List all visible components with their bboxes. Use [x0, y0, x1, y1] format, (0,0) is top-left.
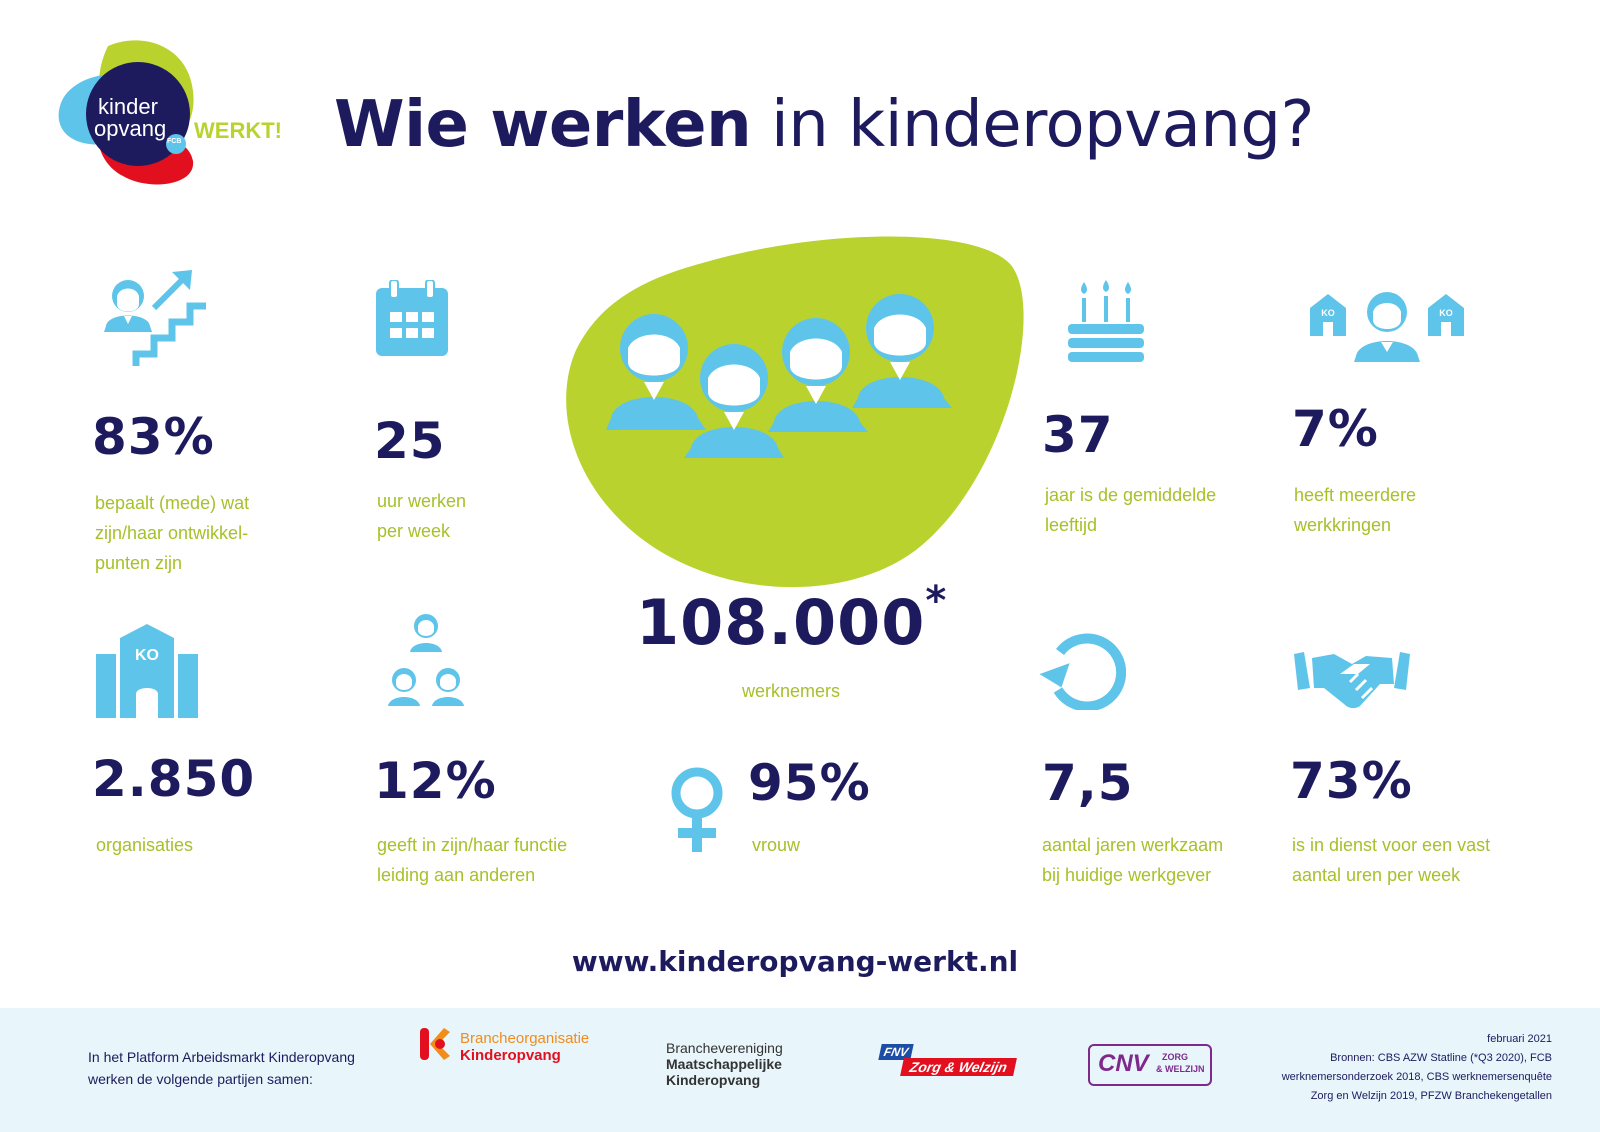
building-sign: KO	[135, 647, 159, 664]
stat-label-line: is in dienst voor een vast	[1292, 835, 1491, 855]
source-line: februari 2021	[1487, 1033, 1552, 1045]
stat-value-2850: 2.850	[92, 750, 256, 808]
footnote-asterisk: *	[925, 578, 948, 625]
page-title-bold: Wie werken	[334, 88, 752, 162]
stat-label-line: vrouw	[752, 835, 801, 855]
stat-label-line: heeft meerdere	[1294, 485, 1417, 505]
stat-label-line: geeft in zijn/haar functie	[377, 835, 568, 855]
calendar-icon	[376, 280, 448, 356]
handshake-icon	[1294, 648, 1410, 712]
page-title: Wie werken in kinderopvang?	[334, 88, 1314, 162]
stat-label-25: uur werken per week	[377, 486, 466, 546]
partner-bmk-line2: Maatschappelijke	[666, 1056, 782, 1072]
group-of-people-icon	[566, 236, 1024, 588]
stat-label-line: zijn/haar ontwikkel-	[95, 523, 249, 543]
logo-badge: FCB	[167, 138, 182, 145]
footer-sources: februari 2021 Bronnen: CBS AZW Statline …	[1282, 1030, 1552, 1106]
website-link[interactable]: www.kinderopvang-werkt.nl	[571, 945, 1019, 978]
circular-arrow-icon	[1038, 630, 1126, 710]
logo: kinder opvang FCB WERKT!	[48, 36, 282, 196]
stat-label-37: jaar is de gemiddelde leeftijd	[1045, 480, 1216, 540]
hierarchy-people-icon	[386, 612, 466, 712]
partner-bmk-line1: Branchevereniging	[666, 1040, 783, 1056]
footer	[0, 1008, 1600, 1132]
stat-label-line: aantal jaren werkzaam	[1042, 835, 1224, 855]
career-stairs-icon	[104, 266, 210, 370]
partner-cnv-zorg-welzijn[interactable]: CNV ZORG & WELZIJN	[1088, 1044, 1212, 1086]
footer-intro-line: werken de volgende partijen samen:	[88, 1071, 313, 1087]
partner-bk-line2: Kinderopvang	[460, 1047, 561, 1064]
stat-label-73: is in dienst voor een vast aantal uren p…	[1292, 830, 1490, 890]
logo-shapes	[58, 40, 194, 185]
partner-bmk[interactable]: Branchevereniging Maatschappelijke Kinde…	[666, 1040, 816, 1094]
stat-label-line: punten zijn	[95, 553, 183, 573]
stat-label-83: bepaalt (mede) wat zijn/haar ontwikkel- …	[95, 488, 249, 578]
stat-value-12: 12%	[374, 752, 497, 810]
stat-label-line: leiding aan anderen	[377, 865, 536, 885]
stat-label-7: heeft meerdere werkkringen	[1294, 480, 1416, 540]
building-sign-left: KO	[1321, 308, 1335, 318]
stat-label-line: bepaalt (mede) wat	[95, 493, 250, 513]
stat-label-12: geeft in zijn/haar functie leiding aan a…	[377, 830, 567, 890]
cnv-line2: & WELZIJN	[1156, 1064, 1205, 1074]
stat-value-83: 83%	[92, 408, 215, 466]
building-sign-right: KO	[1439, 308, 1453, 318]
stat-label-line: bij huidige werkgever	[1042, 865, 1212, 885]
stat-label-95: vrouw	[752, 830, 800, 860]
stat-label-line: organisaties	[96, 835, 194, 855]
female-symbol-icon	[668, 766, 726, 856]
footer-intro-line: In het Platform Arbeidsmarkt Kinderopvan…	[88, 1049, 355, 1065]
stat-label-line: jaar is de gemiddelde	[1045, 485, 1217, 505]
k-logo-icon	[420, 1028, 450, 1060]
person-between-buildings-icon: KO KO	[1310, 288, 1464, 362]
center-blob	[556, 230, 1036, 600]
stat-value-25: 25	[374, 412, 446, 470]
stat-value-7-5: 7,5	[1042, 754, 1134, 812]
partner-fnv-zorg-welzijn[interactable]: FNV Zorg & Welzijn	[878, 1044, 1020, 1084]
logo-text-line2: opvang	[94, 116, 167, 141]
source-line: Zorg en Welzijn 2019, PFZW Branchekenget…	[1310, 1090, 1552, 1102]
footer-intro: In het Platform Arbeidsmarkt Kinderopvan…	[88, 1046, 355, 1090]
stat-label-7-5: aantal jaren werkzaam bij huidige werkge…	[1042, 830, 1223, 890]
logo-tag: WERKT!	[194, 118, 282, 143]
fnv-text: Zorg & Welzijn	[900, 1058, 1017, 1076]
total-employees-number: 108.000	[636, 586, 926, 659]
stat-label-2850: organisaties	[96, 830, 193, 860]
stat-value-73: 73%	[1290, 752, 1413, 810]
source-line: Bronnen: CBS AZW Statline (*Q3 2020), FC…	[1330, 1052, 1552, 1064]
total-employees-value: 108.000*	[636, 578, 947, 659]
birthday-cake-icon	[1066, 280, 1146, 364]
stat-label-line: per week	[377, 521, 451, 541]
logo-text-line1: kinder	[98, 94, 158, 119]
page-title-rest: in kinderopvang?	[751, 88, 1315, 162]
stat-label-line: werkkringen	[1294, 515, 1392, 535]
partner-brancheorganisatie-kinderopvang[interactable]: Brancheorganisatie Kinderopvang	[416, 1022, 616, 1066]
ko-building-icon: KO	[96, 624, 198, 718]
stat-value-95: 95%	[748, 754, 871, 812]
partner-bmk-line3: Kinderopvang	[666, 1072, 761, 1088]
stat-label-line: leeftijd	[1045, 515, 1098, 535]
total-employees-label: werknemers	[742, 681, 841, 701]
stat-value-37: 37	[1042, 406, 1114, 464]
source-line: werknemersonderzoek 2018, CBS werknemers…	[1281, 1071, 1552, 1083]
cnv-mark: CNV	[1098, 1050, 1149, 1077]
stat-label-line: uur werken	[377, 491, 467, 511]
stat-value-7: 7%	[1292, 400, 1379, 458]
partner-bk-line1: Brancheorganisatie	[460, 1030, 590, 1047]
cnv-line1: ZORG	[1162, 1052, 1188, 1062]
stat-label-line: aantal uren per week	[1292, 865, 1461, 885]
